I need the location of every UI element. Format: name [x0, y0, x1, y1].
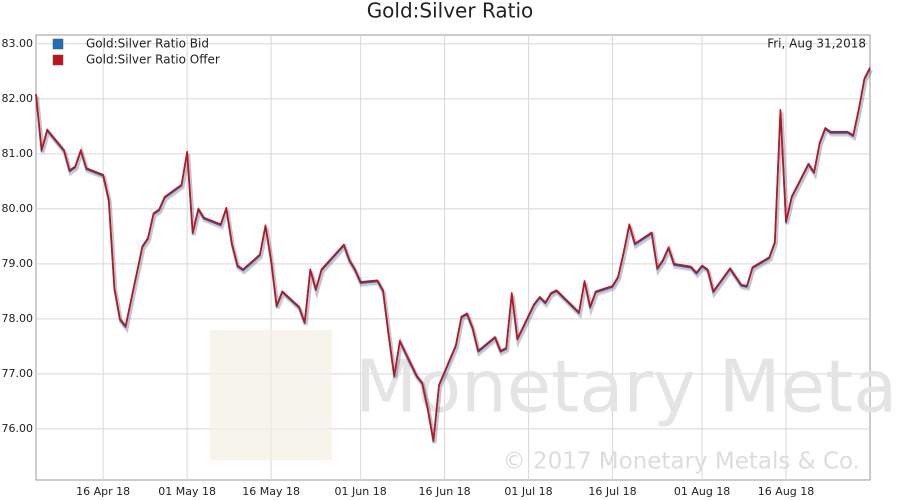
y-tick-label: 82.00 [2, 92, 34, 105]
y-tick-label: 79.00 [2, 257, 34, 270]
date-label: Fri, Aug 31,2018 [767, 37, 866, 51]
y-tick-label: 78.00 [2, 312, 34, 325]
copyright: © 2017 Monetary Metals & Co. [503, 449, 860, 475]
series-line [35, 67, 871, 442]
legend-label: Gold:Silver Ratio Bid [86, 37, 209, 51]
x-tick-label: 01 Aug 18 [674, 485, 730, 498]
x-tick-label: 16 May 18 [242, 485, 300, 498]
plot-area [35, 34, 871, 481]
x-tick-label: 01 Jun 18 [335, 485, 387, 498]
watermark: Monetary Metals [355, 345, 900, 429]
x-tick-label: 01 May 18 [158, 485, 216, 498]
y-tick-label: 81.00 [2, 147, 34, 160]
legend-swatch [52, 38, 64, 50]
x-tick-label: 16 Apr 18 [76, 485, 130, 498]
legend: Gold:Silver Ratio Bid Gold:Silver Ratio O… [52, 37, 220, 67]
lines [35, 67, 873, 444]
chart-title: Gold:Silver Ratio [367, 0, 534, 23]
y-tick-label: 77.00 [2, 367, 34, 380]
grid [36, 35, 870, 480]
y-tick-label: 80.00 [2, 202, 34, 215]
x-tick-label: 16 Jul 18 [588, 485, 636, 498]
x-tick-label: 16 Aug 18 [758, 485, 814, 498]
y-tick-label: 83.00 [2, 37, 34, 50]
x-tick-label: 16 Jun 18 [419, 485, 471, 498]
legend-label: Gold:Silver Ratio Offer [86, 53, 220, 67]
legend-swatch [52, 54, 64, 66]
watermark-logo [210, 330, 332, 460]
y-tick-label: 76.00 [2, 422, 34, 435]
x-tick-label: 01 Jul 18 [504, 485, 552, 498]
